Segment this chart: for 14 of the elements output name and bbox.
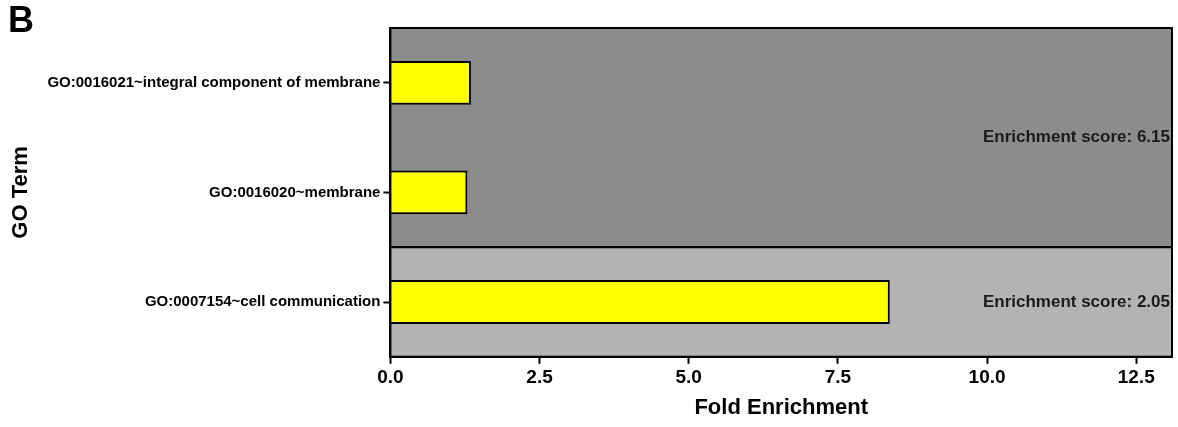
x-tick-label: 7.5 [824, 366, 852, 388]
x-tick-label: 5.0 [675, 366, 702, 388]
band-label: Enrichment score: 6.15 [982, 127, 1170, 147]
y-tick-label: GO:0016020~membrane [209, 182, 381, 200]
x-tick-label: 0.0 [377, 366, 404, 388]
y-tick-label: GO:0007154~cell communication [144, 292, 381, 310]
x-tick-label: 2.5 [526, 366, 554, 388]
x-tick-label: 12.5 [1117, 366, 1156, 388]
band-label: Enrichment score: 2.05 [982, 291, 1170, 311]
text: B [8, 0, 34, 40]
x-tick-label: 10.0 [968, 366, 1006, 388]
y-axis-title: GO Term [7, 146, 33, 239]
x-axis-title: Fold Enrichment [694, 393, 869, 419]
y-tick-label: GO:0016021~integral component of membrane [47, 72, 381, 90]
